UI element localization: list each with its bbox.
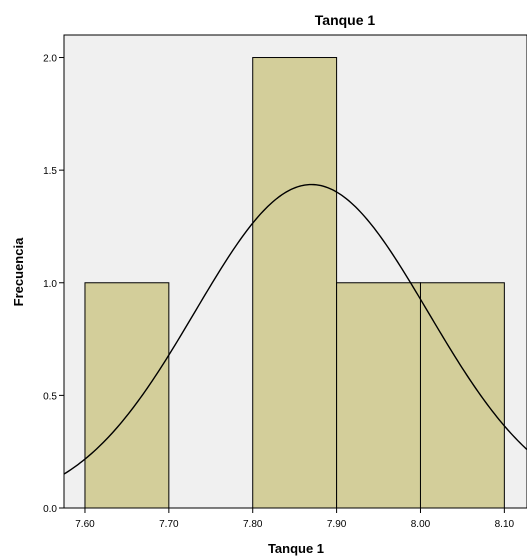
y-tick-label-3: 1.5	[43, 166, 57, 177]
y-tick-label-2: 1.0	[43, 279, 57, 290]
histogram-bar-4	[419, 282, 505, 509]
x-tick-label-0: 7.60	[75, 519, 95, 530]
x-tick-label-3: 7.90	[327, 519, 347, 530]
x-tick-label-4: 8.00	[411, 519, 431, 530]
x-axis-label: Tanque 1	[268, 541, 324, 556]
chart-title: Tanque 1	[315, 12, 376, 28]
y-axis: 0.0 0.5 1.0 1.5 2.0	[43, 54, 64, 515]
histogram-bar-0	[84, 282, 170, 509]
x-tick-label-2: 7.80	[243, 519, 263, 530]
x-axis: 7.60 7.70 7.80 7.90 8.00 8.10	[75, 508, 515, 530]
histogram-bar-3	[336, 282, 421, 509]
y-axis-label: Frecuencia	[11, 237, 26, 306]
y-tick-label-0: 0.0	[43, 504, 57, 515]
bars-group	[84, 57, 505, 509]
y-tick-label-4: 2.0	[43, 54, 57, 65]
x-tick-label-5: 8.10	[495, 519, 515, 530]
histogram-bar-2	[252, 57, 338, 509]
y-tick-label-1: 0.5	[43, 391, 57, 402]
x-tick-label-1: 7.70	[159, 519, 179, 530]
normal-curve	[63, 183, 527, 475]
